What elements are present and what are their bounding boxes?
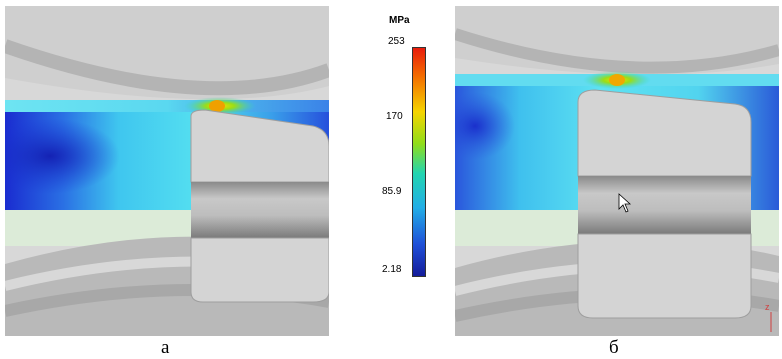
legend-upper-mid: 170 [386,111,403,122]
simulation-view-b: z [455,6,779,336]
color-scale-bar [412,47,426,277]
legend-min: 2.18 [382,264,402,275]
simulation-view-a: z x [5,6,329,336]
legend-max: 253 [388,36,405,47]
axis-z-label-b: z [765,302,770,312]
legend-unit: MPa [389,15,410,26]
caption-left: а [161,337,170,358]
fem-render-b [455,6,779,336]
fem-render-a [5,6,329,336]
legend-lower-mid: 85.9 [382,186,402,197]
caption-right: б [609,337,619,358]
mouse-cursor-icon [618,193,632,213]
